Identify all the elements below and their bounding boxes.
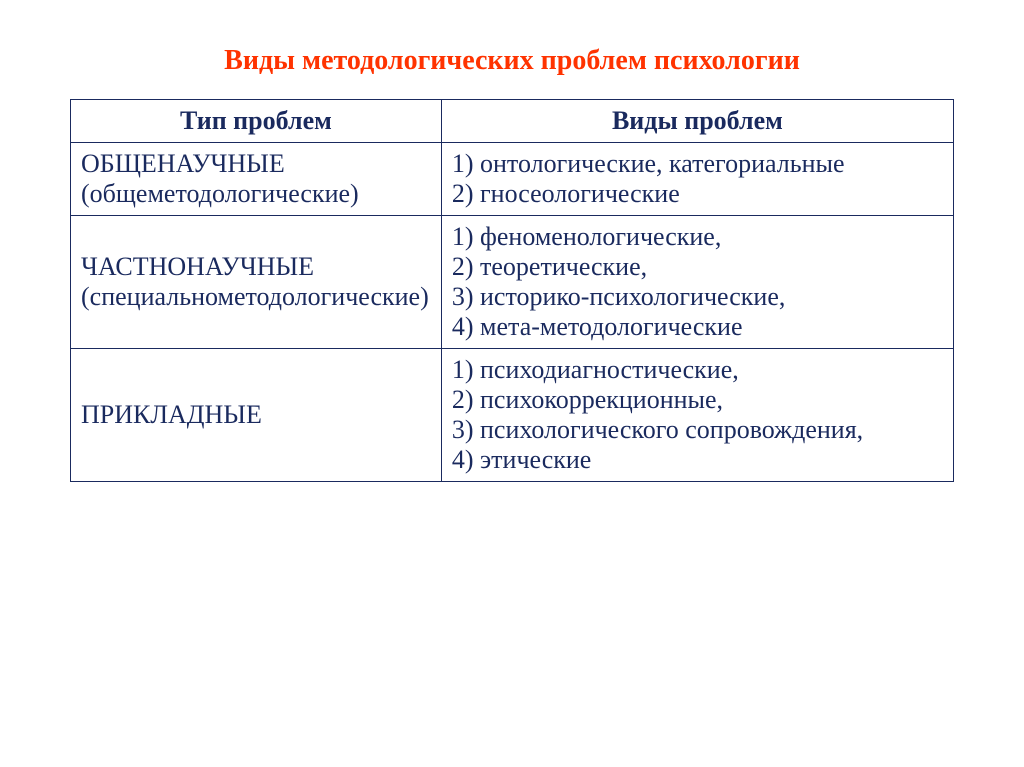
cell-type: ПРИКЛАДНЫЕ [71, 349, 442, 482]
cell-kinds: 1) онтологические, категориальные2) гнос… [441, 143, 953, 216]
problems-table: Тип проблем Виды проблем ОБЩЕНАУЧНЫЕ (об… [70, 99, 954, 482]
table-row: ОБЩЕНАУЧНЫЕ (общеметодологические) 1) он… [71, 143, 954, 216]
cell-kinds: 1) феноменологические,2) теоретические,3… [441, 216, 953, 349]
table-row: ПРИКЛАДНЫЕ 1) психодиагностические,2) пс… [71, 349, 954, 482]
page-title: Виды методологических проблем психологии [70, 45, 954, 77]
table-header-type: Тип проблем [71, 100, 442, 143]
cell-kinds: 1) психодиагностические,2) психокоррекци… [441, 349, 953, 482]
cell-type: ЧАСТНОНАУЧНЫЕ (специальнометодологически… [71, 216, 442, 349]
table-header-kinds: Виды проблем [441, 100, 953, 143]
table-header-row: Тип проблем Виды проблем [71, 100, 954, 143]
table-row: ЧАСТНОНАУЧНЫЕ (специальнометодологически… [71, 216, 954, 349]
cell-type: ОБЩЕНАУЧНЫЕ (общеметодологические) [71, 143, 442, 216]
